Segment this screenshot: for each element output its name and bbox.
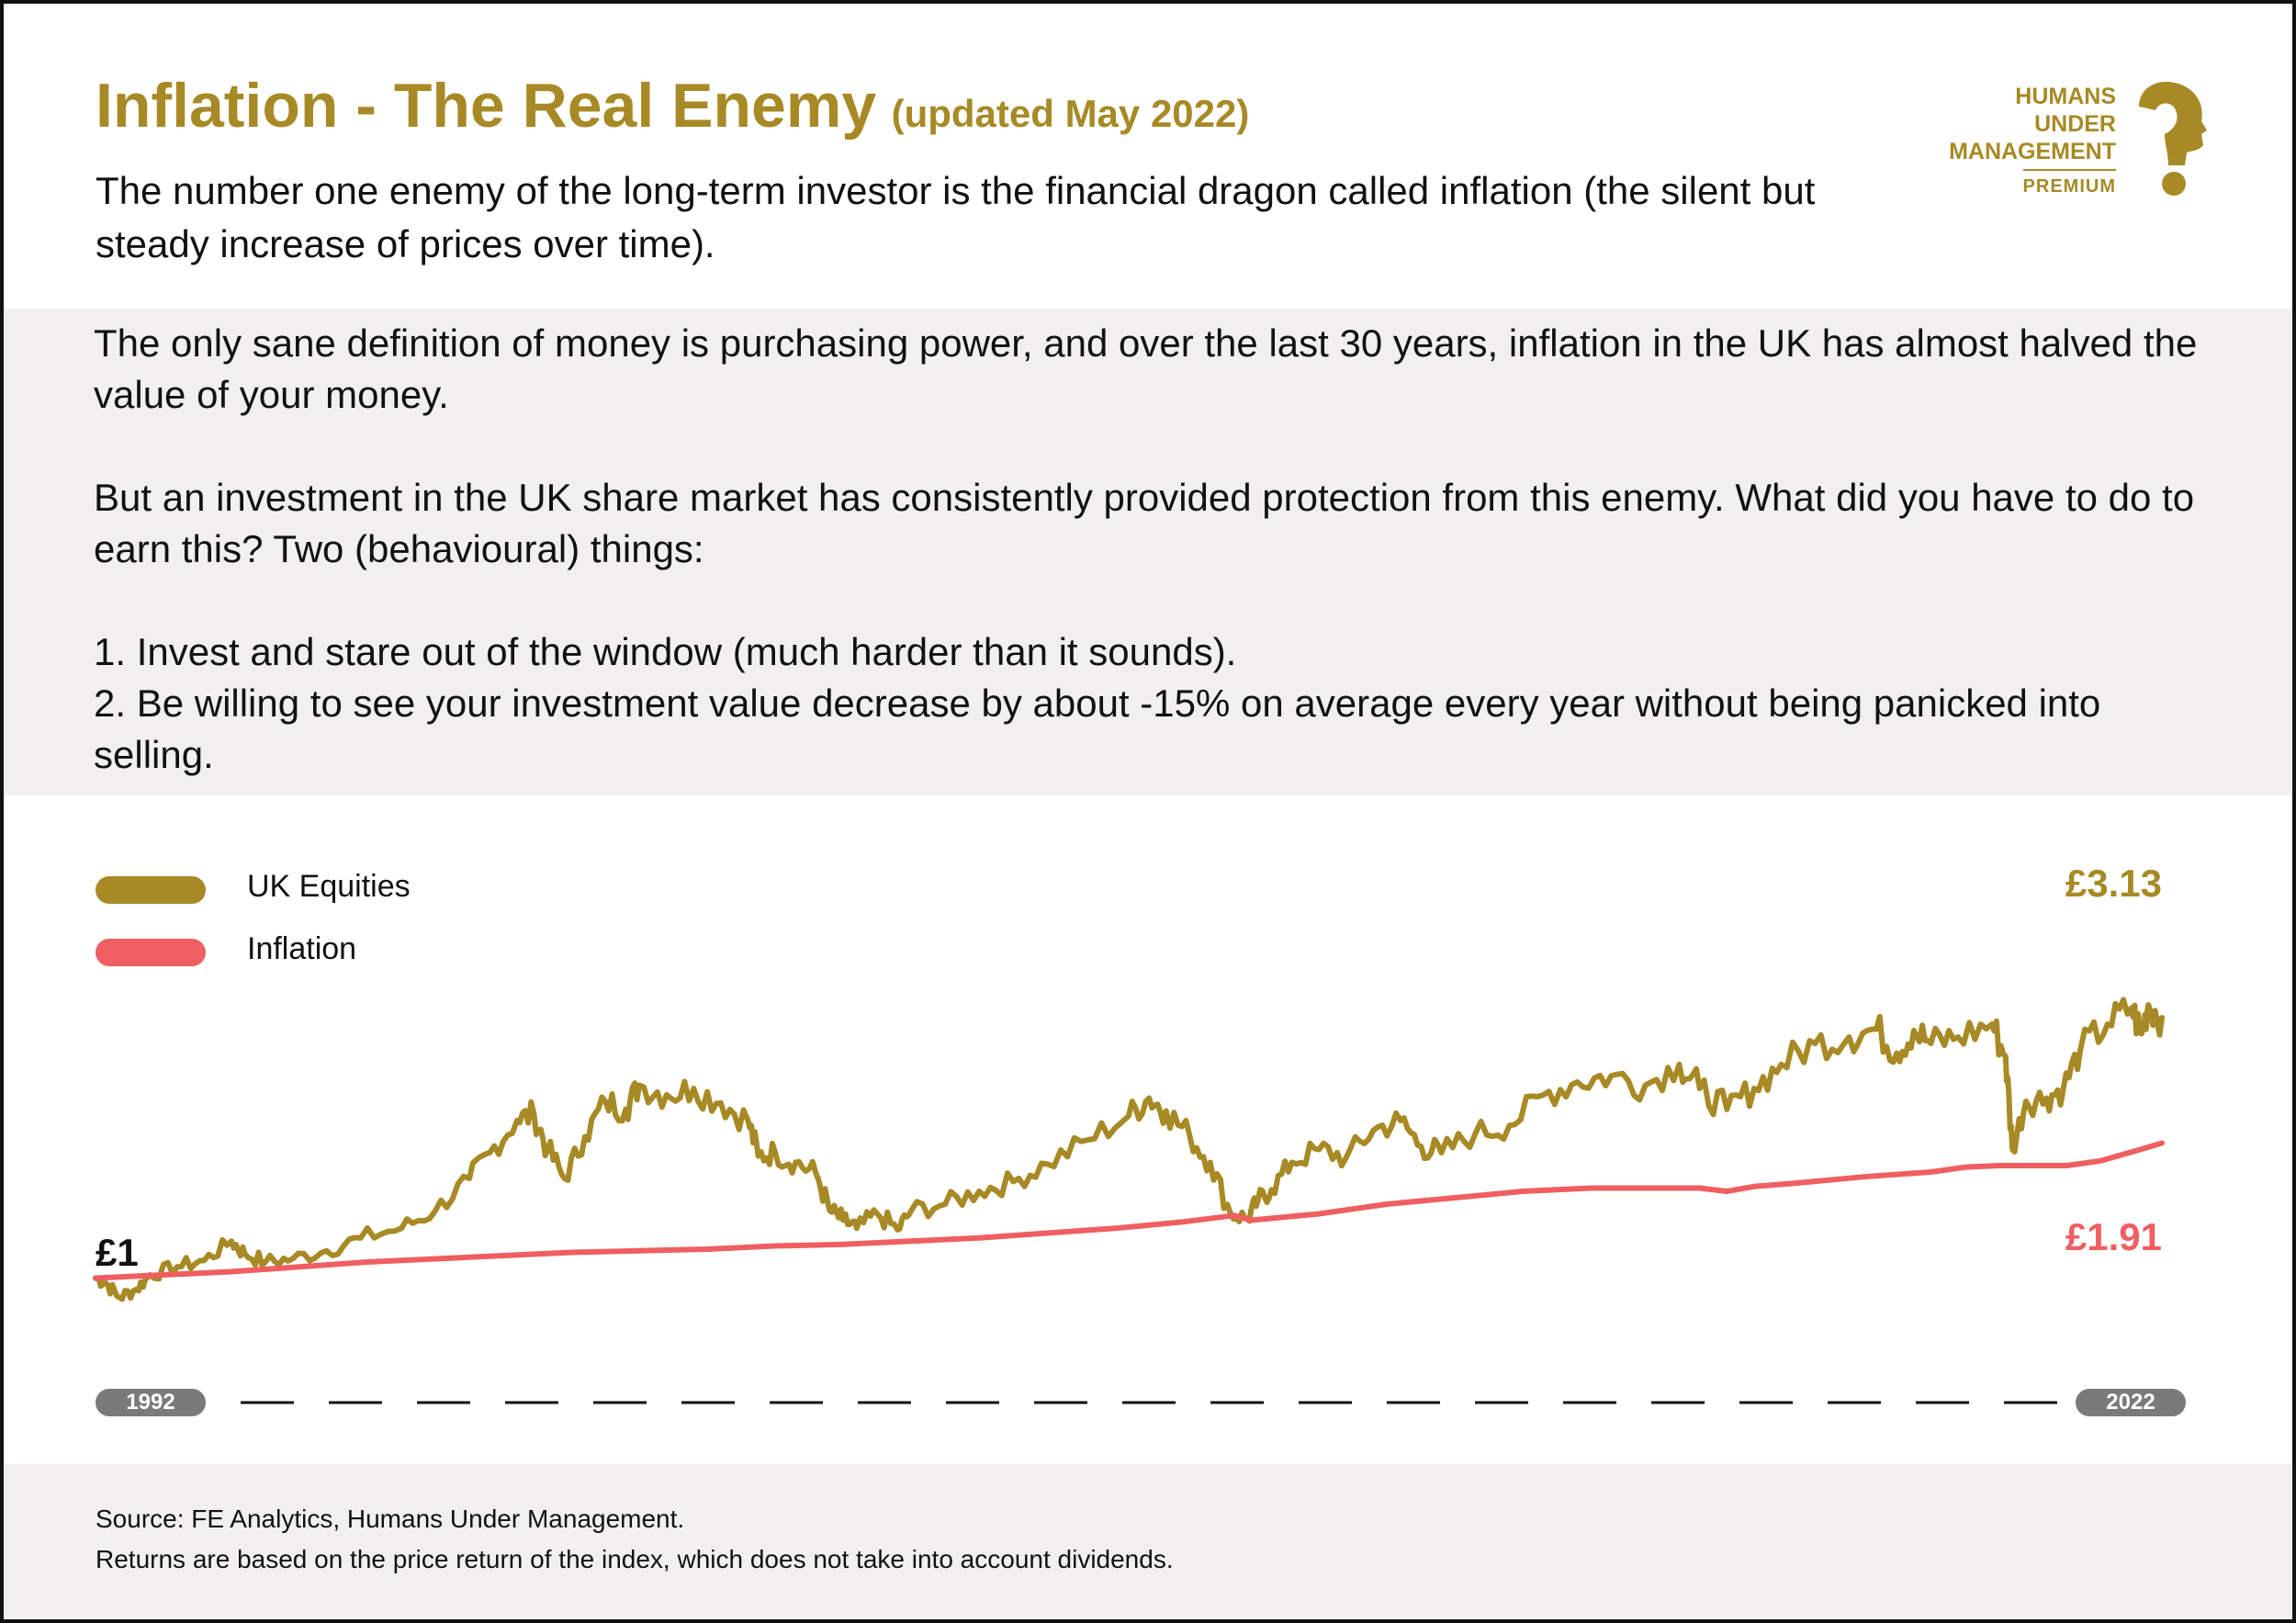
legend-label-inflation: Inflation bbox=[247, 931, 357, 966]
body-copy: The only sane definition of money is pur… bbox=[94, 318, 2224, 781]
paragraph-share-market: But an investment in the UK share market… bbox=[94, 476, 2195, 570]
list-item-2: 2. Be willing to see your investment val… bbox=[94, 682, 2101, 776]
footer: Source: FE Analytics, Humans Under Manag… bbox=[4, 1464, 2292, 1619]
end-value-label-uk-equities: £3.13 bbox=[2065, 862, 2162, 905]
dividend-note: Returns are based on the price return of… bbox=[96, 1545, 1174, 1573]
brand-logo: HUMANS UNDER MANAGEMENT PREMIUM bbox=[1914, 77, 2208, 206]
paragraph-purchasing-power: The only sane definition of money is pur… bbox=[94, 321, 2198, 416]
logo-line-4: PREMIUM bbox=[2022, 169, 2116, 200]
text-panel bbox=[4, 309, 2292, 795]
start-value-label: £1 bbox=[96, 1231, 139, 1274]
intro-text: The number one enemy of the long-term in… bbox=[96, 169, 1816, 265]
list-item-1: 1. Invest and stare out of the window (m… bbox=[94, 630, 1237, 673]
legend-swatch-inflation bbox=[96, 939, 206, 966]
title-row: Inflation - The Real Enemy (updated May … bbox=[96, 70, 1249, 141]
end-value-label-inflation: £1.91 bbox=[2065, 1215, 2162, 1258]
logo-line-2: UNDER bbox=[2034, 111, 2116, 137]
x-axis-end-year: 2022 bbox=[2076, 1389, 2186, 1416]
question-head-icon bbox=[2139, 82, 2207, 196]
logo-line-1: HUMANS bbox=[2015, 84, 2116, 109]
page-title: Inflation - The Real Enemy bbox=[96, 71, 877, 141]
series-line-inflation bbox=[93, 1140, 2165, 1281]
legend-swatch-uk-equities bbox=[96, 876, 206, 904]
page-subtitle: (updated May 2022) bbox=[891, 92, 1250, 135]
logo-wordmark: HUMANS UNDER MANAGEMENT PREMIUM bbox=[1949, 83, 2116, 200]
series-line-uk-equities bbox=[93, 997, 2165, 1302]
logo-line-3: MANAGEMENT bbox=[1949, 139, 2116, 164]
line-chart: £1 £3.13 £1.91 bbox=[93, 862, 2165, 1404]
legend-label-uk-equities: UK Equities bbox=[247, 869, 411, 904]
x-axis-start-year: 1992 bbox=[96, 1389, 206, 1416]
source-note: Source: FE Analytics, Humans Under Manag… bbox=[96, 1505, 685, 1533]
footer-notes: Source: FE Analytics, Humans Under Manag… bbox=[96, 1499, 1174, 1580]
